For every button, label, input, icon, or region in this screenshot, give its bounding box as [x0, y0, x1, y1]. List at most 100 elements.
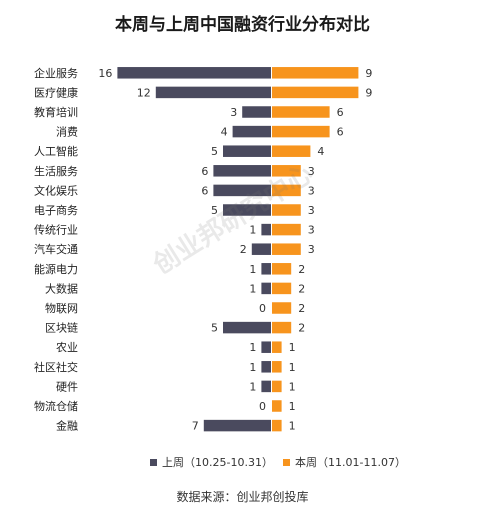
value-label-last-week: 5 [211, 145, 218, 158]
bar-this-week [272, 419, 282, 432]
value-label-this-week: 6 [337, 106, 344, 119]
bar-last-week [251, 243, 271, 255]
value-label-last-week: 7 [192, 420, 199, 433]
bar-this-week [272, 184, 301, 197]
value-label-this-week: 2 [298, 263, 305, 276]
category-label: 大数据 [45, 281, 78, 295]
category-label: 区块链 [45, 321, 78, 335]
category-label: 教育培训 [34, 105, 78, 119]
value-label-last-week: 16 [98, 67, 112, 80]
bar-last-week [213, 165, 271, 177]
category-label: 文化娱乐 [34, 183, 78, 197]
bar-this-week [272, 302, 292, 314]
bar-last-week [203, 419, 271, 432]
bar-last-week [232, 125, 271, 138]
category-label: 汽车交通 [34, 242, 78, 256]
legend-item-this-week: 本周（11.01-11.07） [283, 454, 406, 470]
category-label: 传统行业 [34, 224, 78, 237]
category-label: 农业 [56, 340, 78, 354]
category-label: 人工智能 [34, 144, 78, 158]
value-label-this-week: 6 [337, 126, 344, 139]
value-label-last-week: 4 [221, 126, 228, 139]
value-label-this-week: 3 [308, 224, 315, 237]
bar-this-week [272, 341, 282, 353]
value-label-this-week: 3 [308, 243, 315, 256]
category-label: 能源电力 [34, 262, 78, 276]
value-label-last-week: 12 [137, 86, 151, 99]
bar-last-week [223, 321, 271, 334]
legend-label-this-week: 本周（11.01-11.07） [295, 456, 406, 469]
bar-this-week [272, 380, 282, 393]
value-label-this-week: 9 [365, 67, 372, 80]
value-label-last-week: 0 [259, 302, 266, 315]
category-label: 电子商务 [34, 203, 78, 217]
chart-title: 本周与上周中国融资行业分布对比 [115, 15, 370, 35]
bar-last-week [261, 380, 271, 393]
legend-item-last-week: 上周（10.25-10.31） [150, 454, 273, 470]
bar-this-week [272, 321, 292, 334]
bar-last-week [213, 184, 271, 197]
bar-last-week [261, 282, 271, 295]
bar-this-week [272, 282, 292, 295]
bar-this-week [272, 243, 301, 255]
value-label-last-week: 1 [249, 263, 256, 276]
bar-this-week [272, 165, 301, 177]
value-label-last-week: 1 [249, 224, 256, 237]
bar-last-week [117, 67, 272, 79]
bar-this-week [272, 86, 359, 99]
value-label-this-week: 3 [308, 165, 315, 178]
value-label-this-week: 1 [289, 361, 296, 374]
bar-this-week [272, 145, 311, 157]
legend-swatch-this-week [283, 458, 290, 466]
value-label-last-week: 6 [201, 165, 208, 178]
bar-this-week [272, 204, 301, 216]
value-label-this-week: 2 [298, 302, 305, 315]
bar-last-week [223, 145, 271, 157]
category-label: 医疗健康 [34, 85, 78, 99]
value-label-this-week: 2 [298, 282, 305, 295]
bar-last-week [261, 263, 271, 275]
value-label-this-week: 1 [289, 400, 296, 413]
category-label: 金融 [56, 419, 78, 433]
category-label: 生活服务 [34, 164, 78, 178]
category-label: 社区社交 [34, 360, 78, 374]
legend-swatch-last-week [150, 458, 157, 466]
bar-this-week [272, 263, 292, 275]
bar-this-week [272, 400, 282, 412]
value-label-last-week: 6 [201, 184, 208, 197]
value-label-this-week: 2 [298, 322, 305, 335]
bar-this-week [272, 361, 282, 373]
legend-label-last-week: 上周（10.25-10.31） [162, 456, 273, 469]
bar-this-week [272, 125, 330, 138]
value-label-last-week: 0 [259, 400, 266, 413]
bar-this-week [272, 106, 330, 118]
value-label-last-week: 1 [249, 380, 256, 393]
bar-last-week [155, 86, 271, 99]
value-label-last-week: 5 [211, 204, 218, 217]
value-label-this-week: 1 [289, 341, 296, 354]
category-label: 硬件 [56, 380, 78, 393]
value-label-last-week: 2 [240, 243, 247, 256]
value-label-this-week: 9 [365, 86, 372, 99]
value-label-this-week: 3 [308, 184, 315, 197]
bar-this-week [272, 67, 359, 79]
value-label-this-week: 4 [317, 145, 324, 158]
bar-this-week [272, 223, 301, 236]
category-label: 企业服务 [34, 66, 78, 80]
bar-last-week [261, 361, 271, 373]
category-label: 物联网 [45, 301, 78, 315]
bar-last-week [261, 341, 271, 353]
bar-last-week [242, 106, 271, 118]
category-label: 消费 [56, 125, 78, 139]
value-label-last-week: 1 [249, 282, 256, 295]
value-label-last-week: 1 [249, 361, 256, 374]
value-label-this-week: 1 [289, 380, 296, 393]
value-label-last-week: 1 [249, 341, 256, 354]
value-label-this-week: 1 [289, 420, 296, 433]
value-label-last-week: 3 [230, 106, 237, 119]
value-label-last-week: 5 [211, 322, 218, 335]
value-label-this-week: 3 [308, 204, 315, 217]
category-label: 物流仓储 [34, 399, 78, 413]
